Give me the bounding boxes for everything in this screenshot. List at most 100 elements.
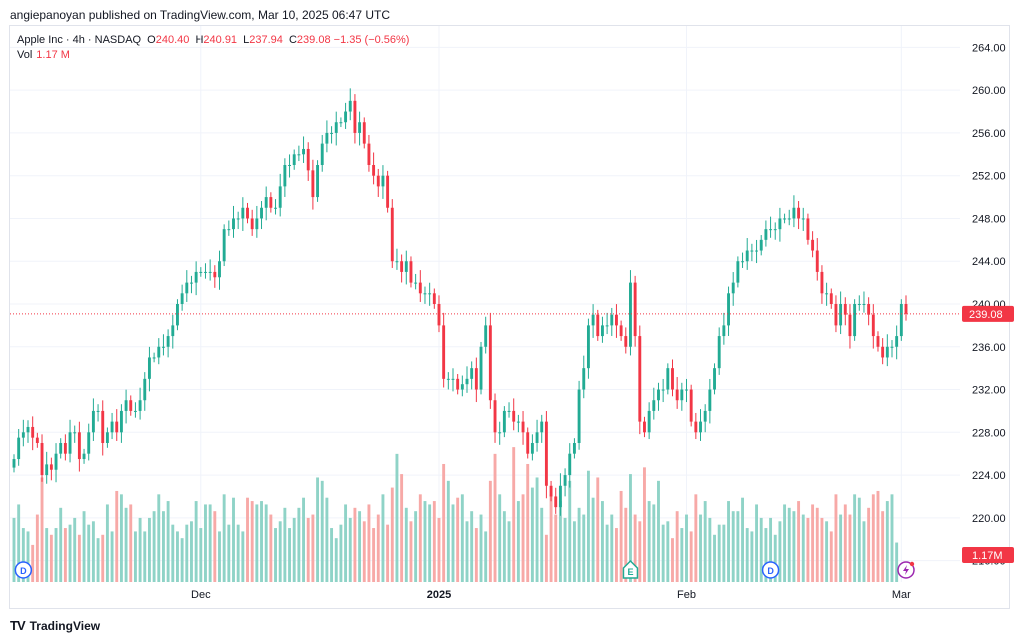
candle [418,270,422,302]
candle [610,307,614,336]
candle [787,209,791,226]
candle-body [91,410,95,433]
candle-body [446,378,450,380]
volume-bar [77,534,81,582]
volume-bar [45,528,49,582]
candle [652,387,656,420]
y-tick-label: 252.00 [972,171,1006,183]
x-tick-label: Mar [892,589,911,601]
volume-bar [451,504,455,582]
candle [386,170,390,213]
volume-bar [246,497,249,582]
candle-body [460,384,464,390]
footer-brand[interactable]: TV TradingView [10,618,100,633]
candle [82,448,86,464]
volume-bar [591,497,595,582]
candle-body [484,325,488,347]
candle [899,299,903,341]
candle [166,329,170,358]
candle [311,159,315,210]
candle [605,312,609,335]
volume-bar [829,531,833,582]
candle-body [386,175,390,208]
candle-body [423,293,427,295]
volume-bar [685,514,688,582]
candle-body [465,378,469,385]
volume-bar [605,524,609,582]
candle [87,423,91,461]
candle-body [755,250,759,252]
candle [176,299,179,331]
symbol-label[interactable]: Apple Inc · 4h · NASDAQ [17,34,142,46]
candle-body [797,207,801,219]
candle [736,256,740,288]
candle-body [516,421,520,423]
volume-bar [320,480,324,582]
volume-bar [521,494,525,582]
volume-bar [274,528,277,582]
volume-bar [376,514,380,582]
candle-body [521,421,525,433]
volume-bar [180,538,184,582]
candle-body [661,389,665,391]
candle-body [204,271,207,273]
candle [544,411,548,499]
candle-body [260,207,263,219]
volume-bar [35,514,39,582]
candle-body [400,261,404,272]
candle-body [432,293,436,304]
notification-dot [909,561,915,567]
volume-bar [59,507,63,582]
volume-bar [386,524,390,582]
price-tag-text: 239.08 [969,309,1003,321]
candle-body [558,485,562,508]
candle-body [834,304,838,326]
volume-bar [778,521,782,582]
candle-body [320,143,324,165]
candle-body [470,368,474,379]
candle-body [185,282,189,294]
candle [638,325,642,435]
volume-bar [484,531,488,582]
candle [741,252,744,268]
candle-body [288,165,291,166]
candle-body [638,336,642,422]
dividend-circle [761,561,780,579]
candle [577,380,581,450]
volume-bar [885,501,889,582]
candle-body [395,261,399,263]
volume-bar [442,463,446,582]
candle-body [577,389,581,443]
volume-bar [161,511,165,582]
candle-body [769,229,773,231]
candle-body [246,207,249,219]
candle [563,468,567,497]
volume-bar [502,511,506,582]
candle-body [544,421,548,486]
candle [479,341,483,395]
candle [190,275,193,294]
candle-body [731,282,735,294]
candle [526,427,530,459]
volume-bar [671,538,674,582]
candle [124,389,128,424]
volume-bar [68,524,72,582]
candle-body [101,410,105,443]
volume-bar [199,528,203,582]
candle [49,457,53,481]
volume-bar [657,480,660,582]
candle [769,216,773,238]
candle [708,378,712,424]
candle [185,270,189,302]
candle-body [353,100,357,133]
candle [194,261,198,296]
candle-body [442,325,446,379]
volume-bar [661,524,665,582]
candle [73,425,77,443]
volume-bar [815,507,819,582]
candle-body [862,304,866,305]
volume-bar [731,511,735,582]
candle [381,165,385,199]
candle [619,320,623,341]
